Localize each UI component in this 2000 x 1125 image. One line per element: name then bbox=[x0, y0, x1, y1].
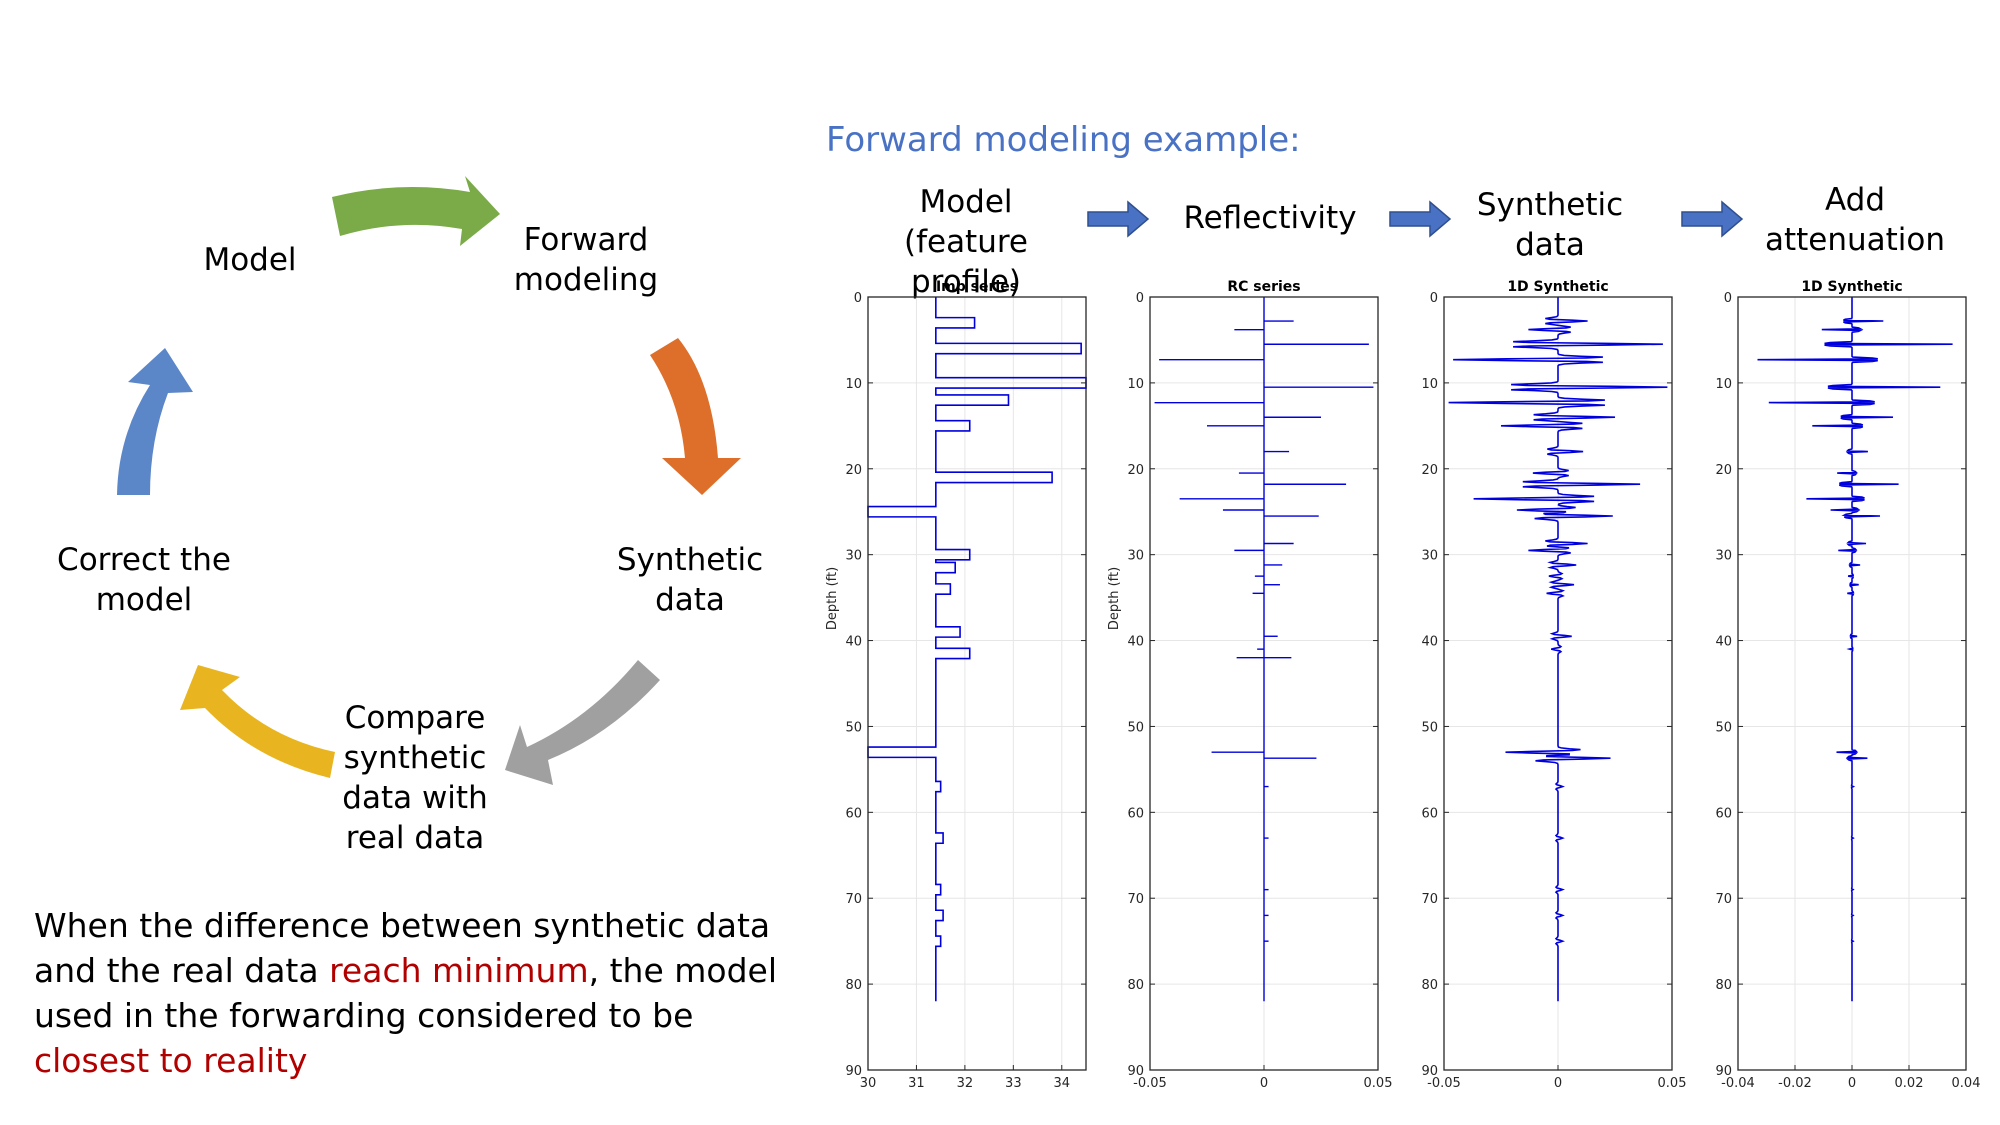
y-tick-label: 50 bbox=[1421, 720, 1438, 735]
cycle-node-correct-model: Correct the model bbox=[57, 542, 231, 618]
cycle-diagram bbox=[117, 176, 741, 785]
y-tick-label: 60 bbox=[1715, 806, 1732, 821]
yellow-cycle-arrow bbox=[180, 665, 335, 778]
y-tick-label: 50 bbox=[1715, 720, 1732, 735]
step-arrow-1 bbox=[1087, 200, 1150, 238]
y-tick-label: 40 bbox=[1715, 635, 1732, 650]
synthetic-trace bbox=[1448, 297, 1668, 1002]
x-tick-label: -0.02 bbox=[1778, 1076, 1812, 1091]
y-tick-label: 40 bbox=[1421, 635, 1438, 650]
green-cycle-arrow bbox=[332, 176, 500, 246]
y-tick-label: 0 bbox=[1724, 291, 1732, 306]
y-tick-label: 80 bbox=[1127, 978, 1144, 993]
y-tick-label: 40 bbox=[845, 635, 862, 650]
chart-panel-3: 0 10 20 30 40 50 60 70 80 90-0.05 0 0.05 1D Syntheti… bbox=[1421, 279, 1686, 1091]
y-tick-label: 0 bbox=[1136, 291, 1144, 306]
x-tick-label: 0.02 bbox=[1895, 1076, 1924, 1091]
gray-cycle-arrow bbox=[505, 660, 660, 785]
x-tick-label: -0.05 bbox=[1427, 1076, 1461, 1091]
conclusion-highlight-closest-to-reality: closest to reality bbox=[34, 1041, 308, 1080]
y-tick-label: 40 bbox=[1127, 635, 1144, 650]
x-tick-label: 0 bbox=[1848, 1076, 1856, 1091]
y-tick-label: 30 bbox=[1127, 549, 1144, 564]
y-tick-label: 60 bbox=[1421, 806, 1438, 821]
x-tick-label: -0.04 bbox=[1721, 1076, 1755, 1091]
conclusion-part: When the difference between synthetic da… bbox=[34, 906, 771, 990]
blue-cycle-arrow bbox=[117, 348, 193, 495]
y-tick-label: 0 bbox=[1430, 291, 1438, 306]
x-tick-label: 0.05 bbox=[1364, 1076, 1393, 1091]
y-tick-label: 10 bbox=[845, 377, 862, 392]
y-tick-label: 10 bbox=[1715, 377, 1732, 392]
y-tick-label: 10 bbox=[1421, 377, 1438, 392]
x-tick-label: 0.04 bbox=[1952, 1076, 1981, 1091]
cycle-node-forward-modeling: Forward modeling bbox=[513, 222, 659, 298]
y-tick-label: 60 bbox=[845, 806, 862, 821]
step-arrow-3 bbox=[1681, 200, 1744, 238]
chart-panel-4: 0 10 20 30 40 50 60 70 80 90-0.04 -0.02 0 0.02 0.04 1D… bbox=[1715, 279, 1980, 1091]
y-tick-label: 10 bbox=[1127, 377, 1144, 392]
y-tick-label: 70 bbox=[1421, 892, 1438, 907]
y-tick-label: 50 bbox=[1127, 720, 1144, 735]
y-tick-label: 0 bbox=[854, 291, 862, 306]
y-tick-label: 90 bbox=[1421, 1064, 1438, 1079]
step-arrow-2 bbox=[1389, 200, 1452, 238]
step-label-reflectivity: Reflectivity bbox=[1183, 200, 1357, 236]
x-tick-label: 0 bbox=[1554, 1076, 1562, 1091]
x-tick-label: 32 bbox=[957, 1076, 974, 1091]
y-tick-label: 80 bbox=[1715, 978, 1732, 993]
chart-title: 1D Synthetic bbox=[1507, 279, 1608, 295]
y-tick-label: 50 bbox=[845, 720, 862, 735]
y-tick-label: 20 bbox=[1421, 463, 1438, 478]
step-label-synthetic-data: Synthetic data bbox=[1476, 187, 1624, 263]
x-tick-label: 34 bbox=[1054, 1076, 1071, 1091]
y-axis-label: Depth (ft) bbox=[1107, 567, 1122, 630]
chart-title: Imp series bbox=[936, 279, 1018, 295]
x-tick-label: -0.05 bbox=[1133, 1076, 1167, 1091]
impedance-trace bbox=[867, 297, 1087, 1002]
conclusion-highlight-reach-minimum: reach minimum bbox=[329, 951, 589, 990]
y-tick-label: 20 bbox=[1127, 463, 1144, 478]
y-tick-label: 90 bbox=[1715, 1064, 1732, 1079]
x-tick-label: 30 bbox=[860, 1076, 877, 1091]
orange-cycle-arrow bbox=[650, 338, 741, 495]
y-axis-label: Depth (ft) bbox=[825, 567, 840, 630]
y-tick-label: 70 bbox=[1715, 892, 1732, 907]
conclusion-part: , the model used in the forwarding consi… bbox=[34, 951, 777, 1035]
x-tick-label: 31 bbox=[908, 1076, 925, 1091]
chart-title: RC series bbox=[1227, 279, 1300, 295]
chart-axes-frame bbox=[867, 296, 1087, 1071]
y-tick-label: 70 bbox=[1127, 892, 1144, 907]
chart-panel-2: 0 10 20 30 40 50 60 70 80 90-0.05 0 0.05 RC series De… bbox=[1107, 279, 1392, 1091]
y-tick-label: 80 bbox=[1421, 978, 1438, 993]
x-tick-label: 33 bbox=[1005, 1076, 1022, 1091]
cycle-node-compare: Compare synthetic data with real data bbox=[342, 700, 488, 856]
step-label-model: Model (feature profile) bbox=[903, 184, 1028, 300]
cycle-node-model: Model bbox=[203, 242, 297, 278]
y-tick-label: 30 bbox=[1715, 549, 1732, 564]
attenuated-synthetic-trace bbox=[1757, 297, 1953, 1002]
y-tick-label: 80 bbox=[845, 978, 862, 993]
y-tick-label: 70 bbox=[845, 892, 862, 907]
x-tick-label: 0 bbox=[1260, 1076, 1268, 1091]
y-tick-label: 20 bbox=[1715, 463, 1732, 478]
x-tick-label: 0.05 bbox=[1658, 1076, 1687, 1091]
chart-title: 1D Synthetic bbox=[1801, 279, 1902, 295]
forward-example-title: Forward modeling example: bbox=[826, 120, 1301, 160]
y-tick-label: 20 bbox=[845, 463, 862, 478]
conclusion-text: When the difference between synthetic da… bbox=[34, 903, 794, 1083]
y-tick-label: 30 bbox=[845, 549, 862, 564]
step-label-add-attenuation: Add attenuation bbox=[1764, 182, 1946, 258]
y-tick-label: 60 bbox=[1127, 806, 1144, 821]
y-tick-label: 90 bbox=[845, 1064, 862, 1079]
y-tick-label: 30 bbox=[1421, 549, 1438, 564]
cycle-node-synthetic-data: Synthetic data bbox=[616, 542, 764, 618]
y-tick-label: 90 bbox=[1127, 1064, 1144, 1079]
